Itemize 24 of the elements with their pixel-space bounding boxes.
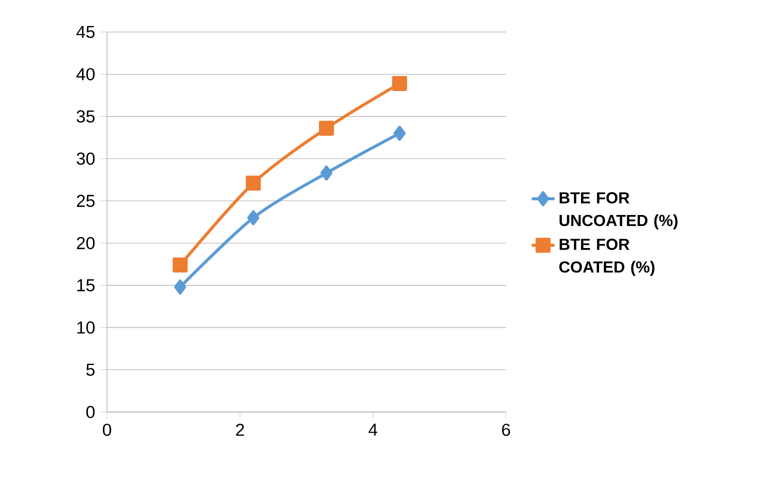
legend-label: BTE FOR COATED (%): [559, 238, 654, 276]
point: [174, 280, 186, 295]
point: [392, 76, 408, 92]
point: [318, 120, 334, 136]
y-tick-label: 40: [76, 68, 95, 80]
x-tick-label: 2: [236, 424, 244, 436]
x-tick-label: 0: [102, 424, 112, 436]
point: [172, 258, 188, 273]
point: [394, 126, 406, 141]
x-tick-label: 6: [502, 424, 510, 436]
y-tick-label: 30: [76, 152, 95, 165]
y-tick-label: 20: [76, 236, 95, 250]
y-tick-label: 5: [86, 364, 95, 376]
x-tick-label: 4: [368, 424, 378, 436]
y-tick-label: 10: [77, 321, 95, 334]
point: [247, 210, 260, 226]
legend-label: BTE FOR UNCOATED (%): [560, 192, 678, 230]
point: [246, 176, 261, 191]
point: [320, 166, 332, 181]
y-tick-label: 0: [86, 406, 95, 418]
y-tick-label: 15: [77, 279, 95, 292]
y-tick-label: 25: [76, 194, 95, 208]
y-tick-label: 45: [76, 26, 95, 38]
y-tick-label: 35: [76, 110, 95, 123]
